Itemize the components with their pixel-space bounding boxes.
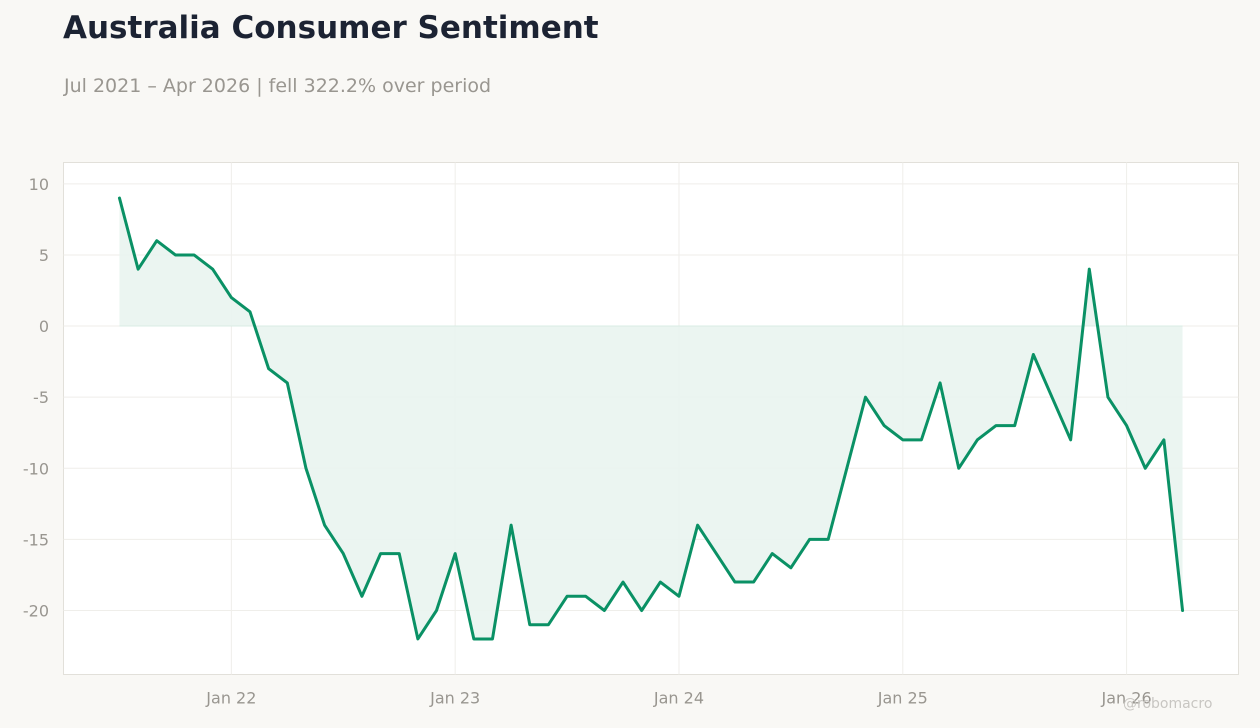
area-layer [119, 198, 1183, 639]
chart-title: Australia Consumer Sentiment [63, 10, 599, 46]
data-point [267, 367, 271, 371]
data-point [789, 566, 793, 570]
data-point [938, 381, 942, 385]
series-line [117, 196, 1185, 641]
data-point [173, 253, 177, 257]
x-tick-label: Jan 22 [205, 689, 256, 708]
y-tick-label: 5 [39, 246, 49, 265]
data-point [360, 594, 364, 598]
data-point [696, 523, 700, 527]
data-point [1162, 438, 1166, 442]
data-point [229, 296, 233, 300]
data-point [863, 395, 867, 399]
data-point [323, 523, 327, 527]
data-point [770, 552, 774, 556]
y-tick-label: -5 [33, 388, 49, 407]
data-point [752, 580, 756, 584]
data-point [658, 580, 662, 584]
y-tick-label: 0 [39, 317, 49, 336]
data-point [211, 267, 215, 271]
x-tick-label: Jan 26 [1101, 689, 1152, 708]
data-point [1143, 466, 1147, 470]
data-point [1031, 353, 1035, 357]
y-tick-label: 10 [29, 175, 49, 194]
y-tick-label: -20 [23, 602, 49, 621]
y-axis-ticks: 10 5 0 -5 -10 -15 -20 [23, 175, 49, 621]
data-point [435, 609, 439, 613]
data-point [416, 637, 420, 641]
data-point [397, 552, 401, 556]
data-point [565, 594, 569, 598]
data-point [584, 594, 588, 598]
data-point [1050, 395, 1054, 399]
y-tick-label: -10 [23, 459, 49, 478]
watermark: @robomacro [1123, 696, 1213, 712]
data-point [192, 253, 196, 257]
x-tick-label: Jan 25 [877, 689, 928, 708]
x-tick-label: Jan 24 [653, 689, 704, 708]
data-point [677, 594, 681, 598]
data-point [640, 609, 644, 613]
data-point [304, 466, 308, 470]
x-axis-ticks: Jan 22 Jan 23 Jan 24 Jan 25 Jan 26 [205, 689, 1151, 708]
data-point [975, 438, 979, 442]
data-point [1106, 395, 1110, 399]
data-point [472, 637, 476, 641]
data-point [528, 623, 532, 627]
chart-subtitle: Jul 2021 – Apr 2026 | fell 322.2% over p… [64, 75, 492, 97]
data-point [546, 623, 550, 627]
series-area [119, 198, 1183, 639]
data-point [714, 552, 718, 556]
data-point [155, 239, 159, 243]
data-point [826, 537, 830, 541]
data-point [845, 466, 849, 470]
data-point [453, 552, 457, 556]
data-point [882, 424, 886, 428]
data-point [1125, 424, 1129, 428]
data-point [1087, 267, 1091, 271]
data-point [621, 580, 625, 584]
data-point [285, 381, 289, 385]
data-point [994, 424, 998, 428]
data-point [1181, 609, 1185, 613]
data-point [117, 196, 121, 200]
data-point [602, 609, 606, 613]
data-point [957, 466, 961, 470]
data-point [248, 310, 252, 314]
data-point [1013, 424, 1017, 428]
data-point [1069, 438, 1073, 442]
x-tick-label: Jan 23 [429, 689, 480, 708]
data-point [919, 438, 923, 442]
data-point [379, 552, 383, 556]
data-point [901, 438, 905, 442]
data-point [341, 552, 345, 556]
data-point [808, 537, 812, 541]
y-tick-label: -15 [23, 530, 49, 549]
data-point [509, 523, 513, 527]
line-layer [117, 196, 1185, 641]
data-point [733, 580, 737, 584]
data-point [136, 267, 140, 271]
data-point [490, 637, 494, 641]
